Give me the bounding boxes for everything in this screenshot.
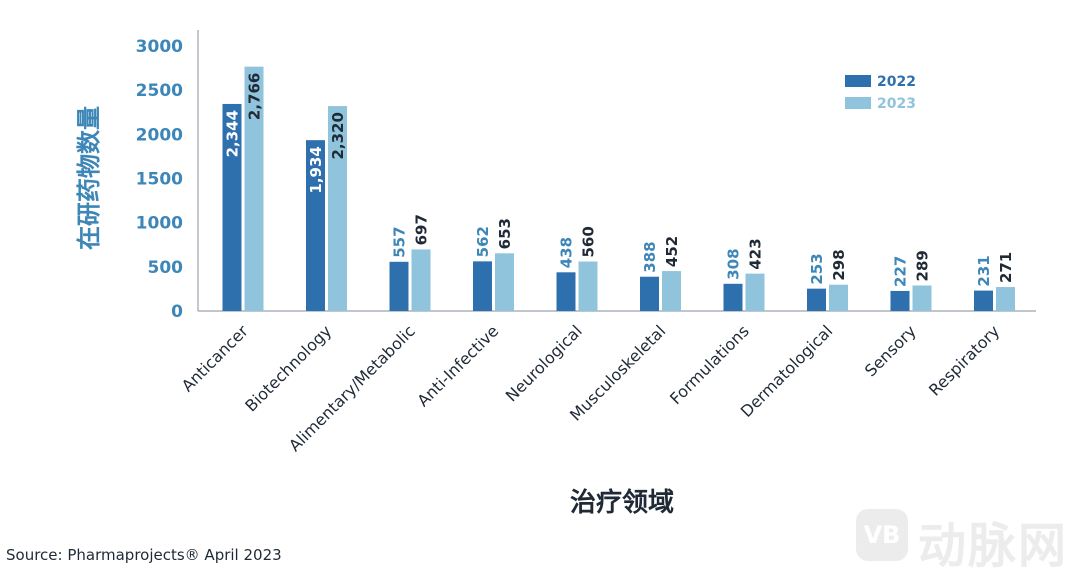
data-label-2022: 227 xyxy=(892,256,910,287)
bar-2023 xyxy=(495,253,514,311)
bar-2022 xyxy=(389,261,409,311)
data-label-2022: 253 xyxy=(808,253,826,284)
data-label-2022: 388 xyxy=(641,241,659,272)
x-tick-label: Formulations xyxy=(666,321,753,408)
x-tick-label: Dermatological xyxy=(737,321,837,421)
bar-2023 xyxy=(829,284,848,311)
y-tick-label: 3000 xyxy=(136,37,183,57)
bar-2022 xyxy=(473,261,492,311)
y-axis-title: 在研药物数量 xyxy=(75,106,103,250)
data-label-2023: 289 xyxy=(914,250,932,281)
data-label-2022: 231 xyxy=(975,255,993,286)
bar-2022 xyxy=(890,290,910,311)
bar-2023 xyxy=(912,285,932,311)
data-label-2023: 452 xyxy=(663,236,681,267)
data-label-2022: 1,934 xyxy=(307,146,325,193)
bar-2022 xyxy=(974,290,993,311)
legend-label-2022: 2022 xyxy=(877,74,916,90)
data-label-2022: 308 xyxy=(725,248,743,279)
y-tick-label: 2500 xyxy=(136,81,183,101)
legend-label-2023: 2023 xyxy=(877,96,916,112)
x-tick-label: Sensory xyxy=(861,321,920,380)
watermark-logo: VB xyxy=(856,509,908,561)
data-label-2023: 560 xyxy=(580,226,598,257)
bar-2022 xyxy=(556,272,576,311)
x-tick-label: Respiratory xyxy=(925,321,1003,399)
data-label-2023: 653 xyxy=(496,218,514,249)
bar-2022 xyxy=(222,103,242,312)
legend-swatch-2023 xyxy=(845,97,871,109)
data-label-2022: 438 xyxy=(558,237,576,268)
data-label-2023: 2,766 xyxy=(246,73,264,120)
bar-2023 xyxy=(578,261,598,311)
x-tick-label: Neurological xyxy=(502,321,586,405)
watermark-text: 动脉网 xyxy=(918,518,1069,574)
data-label-2023: 423 xyxy=(747,238,765,269)
data-label-2022: 562 xyxy=(474,226,492,257)
data-label-2023: 2,320 xyxy=(329,112,347,159)
bar-2023 xyxy=(411,249,431,311)
y-tick-label: 1000 xyxy=(136,214,183,234)
bar-2023 xyxy=(662,271,681,311)
x-tick-label: Biotechnology xyxy=(241,321,335,415)
y-tick-label: 0 xyxy=(171,302,183,322)
bar-2022 xyxy=(640,276,659,311)
bar-2022 xyxy=(807,288,826,311)
data-label-2022: 557 xyxy=(391,226,409,257)
x-tick-label: Anti-Infective xyxy=(413,321,502,410)
x-tick-label: Anticancer xyxy=(178,321,252,395)
y-tick-label: 1500 xyxy=(136,170,183,190)
bar-2023 xyxy=(745,273,765,311)
source-note: Source: Pharmaprojects® April 2023 xyxy=(6,546,282,564)
data-label-2023: 271 xyxy=(997,252,1015,283)
bar-2022 xyxy=(723,283,743,311)
y-tick-label: 500 xyxy=(148,258,184,278)
x-axis-title: 治疗领域 xyxy=(570,487,674,518)
bar-2023 xyxy=(328,106,347,311)
legend-swatch-2022 xyxy=(845,75,871,87)
data-label-2022: 2,344 xyxy=(224,110,242,157)
bar-2022 xyxy=(306,140,325,311)
data-label-2023: 298 xyxy=(830,249,848,280)
bar-2023 xyxy=(244,66,264,311)
data-label-2023: 697 xyxy=(413,214,431,245)
bar-2023 xyxy=(996,287,1015,311)
y-tick-label: 2000 xyxy=(136,125,183,145)
